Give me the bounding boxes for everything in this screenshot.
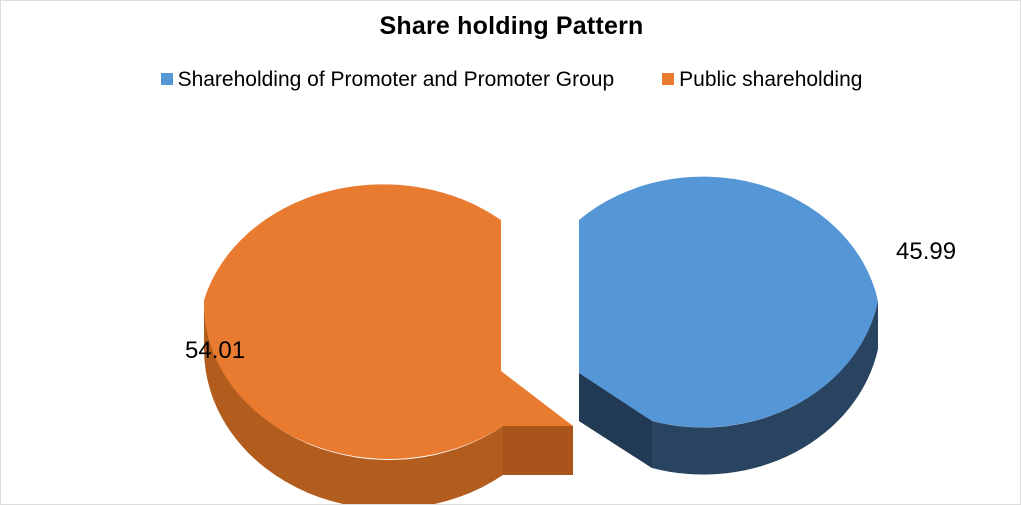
chart-title: Share holding Pattern — [379, 12, 644, 40]
pie-slice-public-side — [204, 300, 573, 504]
pie-slice-public-cut-face — [503, 426, 573, 475]
legend-label-public: Public shareholding — [679, 67, 863, 91]
pie-chart-graphic: 45.99 54.01 — [185, 176, 956, 505]
pie-slice-promoter-top — [579, 176, 878, 428]
pie-slice-promoter-cut-face — [579, 373, 652, 468]
data-label-promoter: 45.99 — [896, 238, 956, 265]
legend-item-public[interactable]: Public shareholding — [662, 69, 862, 90]
pie-slice-promoter-side — [579, 301, 878, 475]
chart-legend: Shareholding of Promoter and Promoter Gr… — [1, 64, 1020, 94]
legend-label-promoter: Shareholding of Promoter and Promoter Gr… — [177, 67, 615, 91]
pie-slice-promoter[interactable] — [579, 176, 878, 475]
pie-slice-public[interactable] — [203, 184, 573, 505]
pie-slice-public-top — [203, 184, 573, 459]
legend-item-promoter[interactable]: Shareholding of Promoter and Promoter Gr… — [160, 67, 615, 91]
legend-swatch-blue-icon — [160, 73, 173, 85]
legend-swatch-orange-icon — [662, 73, 675, 85]
data-label-public: 54.01 — [185, 337, 245, 364]
